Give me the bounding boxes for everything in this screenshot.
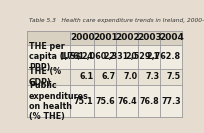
Text: THE per
capita (US$
PPP): THE per capita (US$ PPP) [29, 42, 81, 72]
Text: 7.3: 7.3 [145, 72, 159, 82]
Text: 6.7: 6.7 [101, 72, 115, 82]
Text: THE (%
GDP): THE (% GDP) [29, 67, 61, 87]
Text: Table 5.3   Health care expenditure trends in Ireland, 2000–2011.: Table 5.3 Health care expenditure trends… [29, 18, 204, 23]
Bar [27, 45, 182, 69]
Text: 77.3: 77.3 [161, 97, 181, 106]
Text: 1,761.4: 1,761.4 [59, 52, 93, 61]
Bar [27, 85, 182, 117]
Bar [27, 31, 182, 45]
Text: Public
expenditures
on health
(% THE): Public expenditures on health (% THE) [29, 81, 89, 121]
Text: 7.0: 7.0 [123, 72, 137, 82]
Text: 6.1: 6.1 [79, 72, 93, 82]
Text: 2,529.1: 2,529.1 [125, 52, 159, 61]
Text: 75.6: 75.6 [96, 97, 115, 106]
Text: 2,762.8: 2,762.8 [147, 52, 181, 61]
Bar [27, 69, 182, 85]
Text: 2003: 2003 [137, 33, 162, 42]
Text: 7.5: 7.5 [167, 72, 181, 82]
Text: 76.8: 76.8 [140, 97, 159, 106]
Text: 75.1: 75.1 [74, 97, 93, 106]
Text: 2000: 2000 [70, 33, 95, 42]
Text: 2,331.0: 2,331.0 [103, 52, 137, 61]
Text: 2004: 2004 [159, 33, 184, 42]
Text: 2001: 2001 [93, 33, 118, 42]
Text: 2,060.2: 2,060.2 [81, 52, 115, 61]
Text: 2002: 2002 [115, 33, 140, 42]
Text: 76.4: 76.4 [118, 97, 137, 106]
